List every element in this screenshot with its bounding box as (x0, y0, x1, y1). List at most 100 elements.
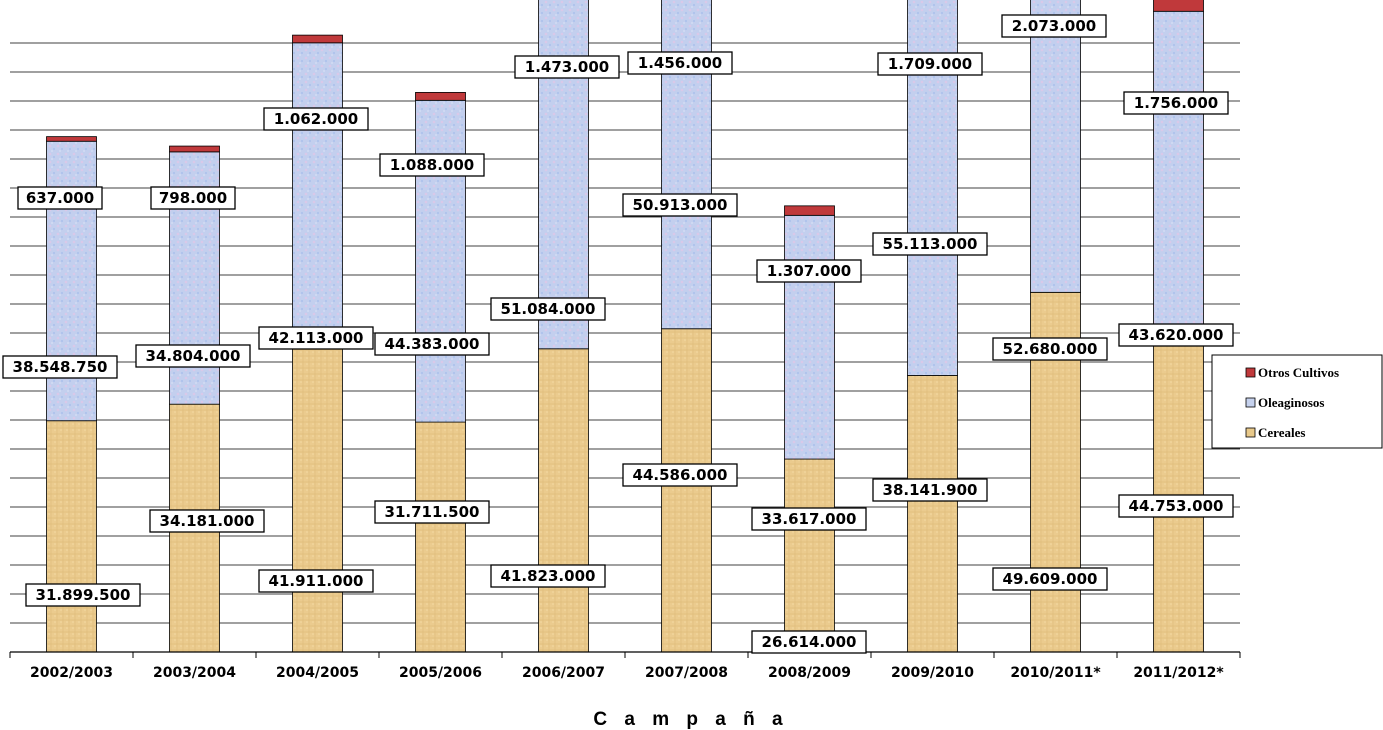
x-tick-label: 2007/2008 (645, 665, 728, 681)
label-cereales: 44.586.000 (622, 463, 738, 487)
svg-text:38.141.900: 38.141.900 (883, 481, 978, 499)
bar-cereales (907, 375, 958, 653)
bar-oleaginosos (661, 0, 712, 330)
svg-text:1.709.000: 1.709.000 (888, 55, 972, 73)
svg-text:34.181.000: 34.181.000 (160, 512, 255, 530)
svg-text:44.753.000: 44.753.000 (1129, 497, 1224, 515)
bar-oleaginosos (1030, 0, 1081, 293)
svg-text:50.913.000: 50.913.000 (633, 196, 728, 214)
label-oleaginosos: 38.548.750 (2, 355, 118, 379)
label-cereales: 38.141.900 (872, 478, 988, 502)
legend: Otros Cultivos Oleaginosos Cereales (1211, 354, 1383, 449)
label-cereales: 31.711.500 (374, 500, 490, 524)
svg-text:1.088.000: 1.088.000 (390, 156, 474, 174)
bar-otros-cultivos (1153, 0, 1204, 12)
label-oleaginosos: 44.383.000 (374, 332, 490, 356)
x-tick-label: 2009/2010 (891, 665, 974, 681)
label-otros-cultivos: 637.000 (17, 186, 103, 210)
svg-text:52.680.000: 52.680.000 (1003, 340, 1098, 358)
label-oleaginosos: 33.617.000 (751, 507, 867, 531)
svg-text:44.383.000: 44.383.000 (385, 335, 480, 353)
svg-text:49.609.000: 49.609.000 (1003, 570, 1098, 588)
label-oleaginosos: 50.913.000 (622, 193, 738, 217)
bar-cereales (538, 348, 589, 653)
svg-text:51.084.000: 51.084.000 (501, 300, 596, 318)
x-tick-label: 2010/2011* (1010, 665, 1101, 681)
svg-text:38.548.750: 38.548.750 (13, 358, 108, 376)
svg-text:33.617.000: 33.617.000 (762, 510, 857, 528)
legend-box (1211, 354, 1383, 449)
svg-text:41.911.000: 41.911.000 (269, 572, 364, 590)
label-otros-cultivos: 1.756.000 (1123, 91, 1229, 115)
label-otros-cultivos: 1.088.000 (379, 153, 485, 177)
svg-text:42.113.000: 42.113.000 (269, 329, 364, 347)
label-otros-cultivos: 1.456.000 (627, 51, 733, 75)
svg-text:637.000: 637.000 (26, 189, 94, 207)
legend-label: Otros Cultivos (1258, 365, 1339, 380)
bar-oleaginosos (784, 214, 835, 460)
bar-otros-cultivos (292, 34, 343, 44)
data-labels-layer: 31.899.500 38.548.750 637.000 34.181.000 34.… (2, 14, 1234, 654)
label-oleaginosos: 51.084.000 (490, 297, 606, 321)
label-cereales: 26.614.000 (751, 630, 867, 654)
svg-text:26.614.000: 26.614.000 (762, 633, 857, 651)
x-axis: 2002/2003 2003/2004 2004/2005 2005/2006 2006… (9, 651, 1241, 681)
svg-text:34.804.000: 34.804.000 (146, 347, 241, 365)
svg-text:1.473.000: 1.473.000 (525, 58, 609, 76)
legend-item-otros-cultivos: Otros Cultivos (1245, 365, 1339, 380)
x-tick-label: 2011/2012* (1133, 665, 1224, 681)
svg-text:2.073.000: 2.073.000 (1012, 17, 1096, 35)
legend-label: Cereales (1258, 425, 1305, 440)
svg-text:1.756.000: 1.756.000 (1134, 94, 1218, 112)
label-cereales: 31.899.500 (25, 583, 141, 607)
bar-cereales (415, 421, 466, 653)
svg-text:31.899.500: 31.899.500 (36, 586, 131, 604)
svg-text:31.711.500: 31.711.500 (385, 503, 480, 521)
bar-cereales (1153, 327, 1204, 653)
bar-otros-cultivos (169, 145, 220, 153)
bar-oleaginosos (538, 0, 589, 350)
x-tick-label: 2005/2006 (399, 665, 482, 681)
svg-text:1.456.000: 1.456.000 (638, 54, 722, 72)
bars-layer (46, 0, 1204, 653)
label-cereales: 41.823.000 (490, 564, 606, 588)
svg-text:55.113.000: 55.113.000 (883, 235, 978, 253)
bar-cereales (784, 458, 835, 653)
label-cereales: 44.753.000 (1118, 494, 1234, 518)
x-tick-label: 2003/2004 (153, 665, 236, 681)
legend-swatch (1245, 397, 1256, 408)
legend-label: Oleaginosos (1258, 395, 1324, 410)
label-oleaginosos: 42.113.000 (258, 326, 374, 350)
bar-oleaginosos (292, 42, 343, 349)
bar-otros-cultivos (784, 205, 835, 216)
bar-oleaginosos (415, 99, 466, 423)
label-cereales: 41.911.000 (258, 569, 374, 593)
svg-text:44.586.000: 44.586.000 (633, 466, 728, 484)
legend-swatch (1245, 367, 1256, 378)
x-axis-title: C a m p a ñ a (593, 709, 788, 730)
label-otros-cultivos: 1.709.000 (877, 52, 983, 76)
bar-otros-cultivos (46, 136, 97, 142)
x-tick-label: 2006/2007 (522, 665, 605, 681)
label-cereales: 49.609.000 (992, 567, 1108, 591)
legend-swatch (1245, 427, 1256, 438)
svg-text:43.620.000: 43.620.000 (1129, 326, 1224, 344)
legend-item-cereales: Cereales (1245, 425, 1305, 440)
bar-cereales (292, 347, 343, 653)
bar-oleaginosos (1153, 10, 1204, 328)
label-cereales: 34.181.000 (149, 509, 265, 533)
bar-oleaginosos (46, 140, 97, 422)
label-otros-cultivos: 1.062.000 (263, 107, 369, 131)
svg-text:1.062.000: 1.062.000 (274, 110, 358, 128)
bar-cereales (46, 420, 97, 653)
label-oleaginosos: 52.680.000 (992, 337, 1108, 361)
bar-cereales (661, 328, 712, 653)
svg-text:798.000: 798.000 (159, 189, 227, 207)
label-otros-cultivos: 1.307.000 (756, 259, 862, 283)
bar-otros-cultivos (415, 92, 466, 101)
svg-text:41.823.000: 41.823.000 (501, 567, 596, 585)
x-tick-label: 2008/2009 (768, 665, 851, 681)
label-otros-cultivos: 798.000 (150, 186, 236, 210)
label-oleaginosos: 55.113.000 (872, 232, 988, 256)
